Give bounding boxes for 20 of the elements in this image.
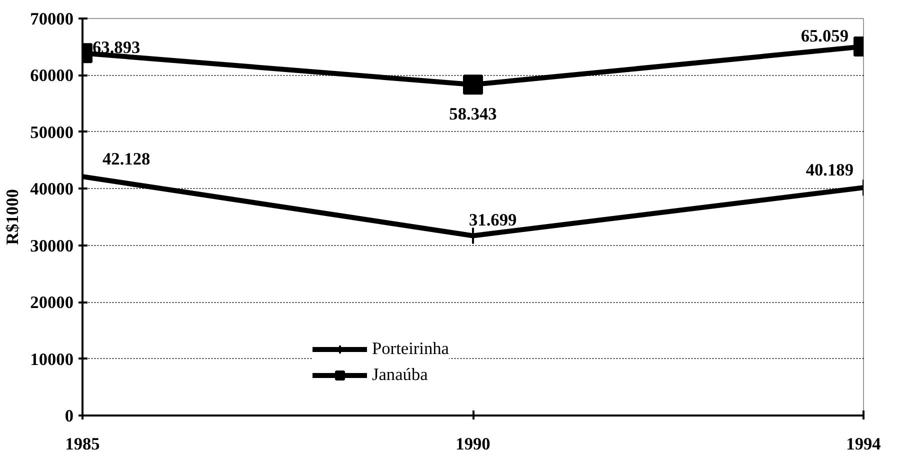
y-axis-title: R$1000 — [3, 189, 22, 245]
data-label: 63.893 — [92, 38, 140, 58]
data-label: 58.343 — [449, 104, 498, 124]
y-tick-label: 0 — [64, 406, 74, 426]
y-tick-label: 30000 — [30, 236, 74, 256]
data-label: 31.699 — [469, 210, 517, 230]
data-label: 40.189 — [806, 160, 854, 180]
y-tick-label: 10000 — [30, 350, 74, 369]
y-tick-label: 60000 — [30, 66, 74, 86]
y-tick-label: 40000 — [30, 180, 74, 199]
data-label: 42.128 — [102, 150, 150, 169]
y-tick-label: 50000 — [30, 122, 74, 142]
x-tick-label: 1994 — [846, 434, 882, 452]
x-tick-label: 1985 — [65, 434, 100, 452]
y-tick-label: 20000 — [30, 293, 74, 312]
data-label: 65.059 — [800, 26, 849, 46]
legend-label: Janaúba — [372, 365, 428, 385]
y-tick-label: 70000 — [30, 10, 74, 28]
legend-label: Porteirinha — [372, 339, 449, 359]
x-tick-label: 1990 — [456, 434, 490, 452]
